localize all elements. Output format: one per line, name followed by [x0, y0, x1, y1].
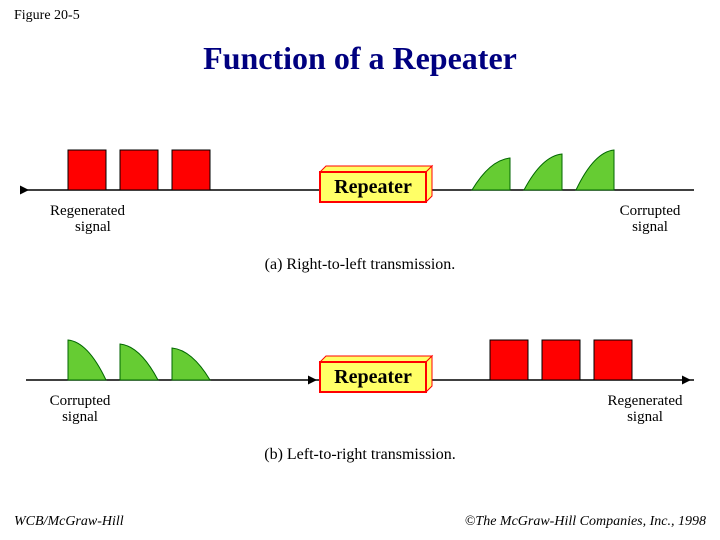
page-title: Function of a Repeater: [0, 40, 720, 77]
footer-right: ©The McGraw-Hill Companies, Inc., 1998: [465, 514, 706, 530]
panel-b-caption: (b) Left-to-right transmission.: [20, 446, 700, 464]
repeater-label-a: Repeater: [334, 176, 412, 198]
repeater-label-b: Repeater: [334, 366, 412, 388]
panel-b-left-label: Corruptedsignal: [50, 393, 111, 425]
repeater-box-b: Repeater: [320, 356, 432, 392]
repeater-box-a: Repeater: [320, 166, 432, 202]
panel-a-right-label: Corruptedsignal: [620, 203, 681, 235]
panel-b: Repeater Corruptedsignal Regeneratedsign…: [20, 320, 700, 464]
panel-a-svg: Repeater Regeneratedsignal Corruptedsign…: [20, 130, 700, 250]
figure-label: Figure 20-5: [14, 8, 80, 24]
panel-a-caption: (a) Right-to-left transmission.: [20, 256, 700, 274]
panel-a-left-label: Regeneratedsignal: [50, 203, 125, 235]
panel-b-svg: Repeater Corruptedsignal Regeneratedsign…: [20, 320, 700, 440]
panel-a: Repeater Regeneratedsignal Corruptedsign…: [20, 130, 700, 274]
footer-left: WCB/McGraw-Hill: [14, 514, 124, 530]
panel-b-right-label: Regeneratedsignal: [608, 393, 683, 425]
